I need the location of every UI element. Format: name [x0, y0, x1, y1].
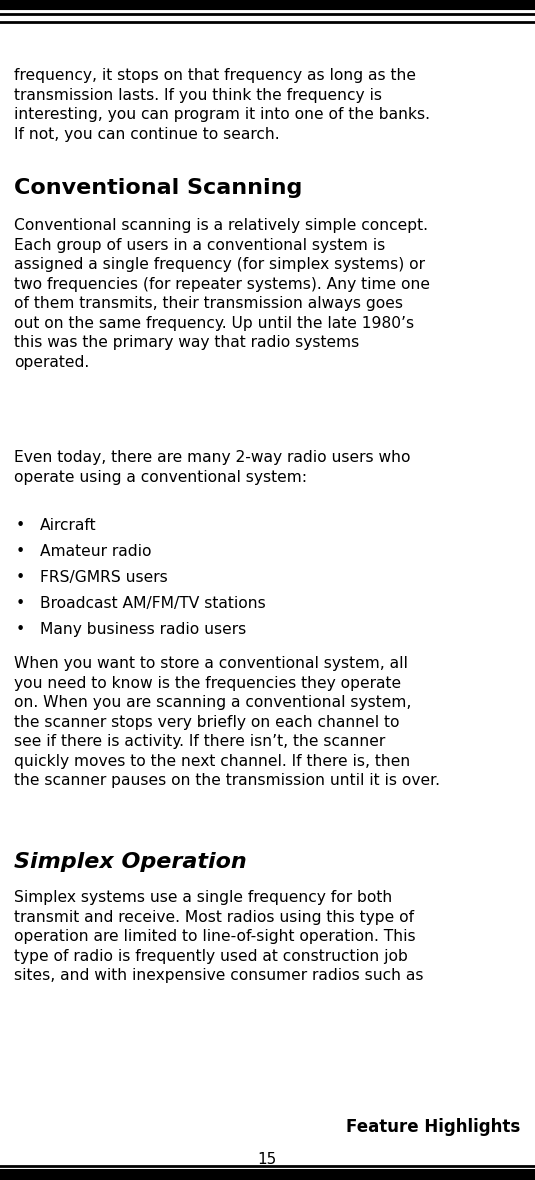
Text: Amateur radio: Amateur radio — [40, 544, 151, 559]
Text: •: • — [16, 622, 25, 637]
Text: •: • — [16, 518, 25, 533]
Text: •: • — [16, 596, 25, 611]
Text: •: • — [16, 570, 25, 585]
Text: frequency, it stops on that frequency as long as the
transmission lasts. If you : frequency, it stops on that frequency as… — [14, 68, 430, 142]
Text: FRS/GMRS users: FRS/GMRS users — [40, 570, 168, 585]
Text: Conventional scanning is a relatively simple concept.
Each group of users in a c: Conventional scanning is a relatively si… — [14, 218, 430, 369]
Text: Even today, there are many 2-way radio users who
operate using a conventional sy: Even today, there are many 2-way radio u… — [14, 450, 410, 485]
Text: Broadcast AM/FM/TV stations: Broadcast AM/FM/TV stations — [40, 596, 266, 611]
Text: Many business radio users: Many business radio users — [40, 622, 246, 637]
Text: Conventional Scanning: Conventional Scanning — [14, 178, 302, 198]
Text: 15: 15 — [257, 1152, 277, 1167]
Text: Aircraft: Aircraft — [40, 518, 97, 533]
Text: Feature Highlights: Feature Highlights — [346, 1117, 520, 1136]
Text: •: • — [16, 544, 25, 559]
Text: When you want to store a conventional system, all
you need to know is the freque: When you want to store a conventional sy… — [14, 656, 440, 788]
Text: Simplex systems use a single frequency for both
transmit and receive. Most radio: Simplex systems use a single frequency f… — [14, 890, 424, 983]
Text: Simplex Operation: Simplex Operation — [14, 852, 247, 872]
